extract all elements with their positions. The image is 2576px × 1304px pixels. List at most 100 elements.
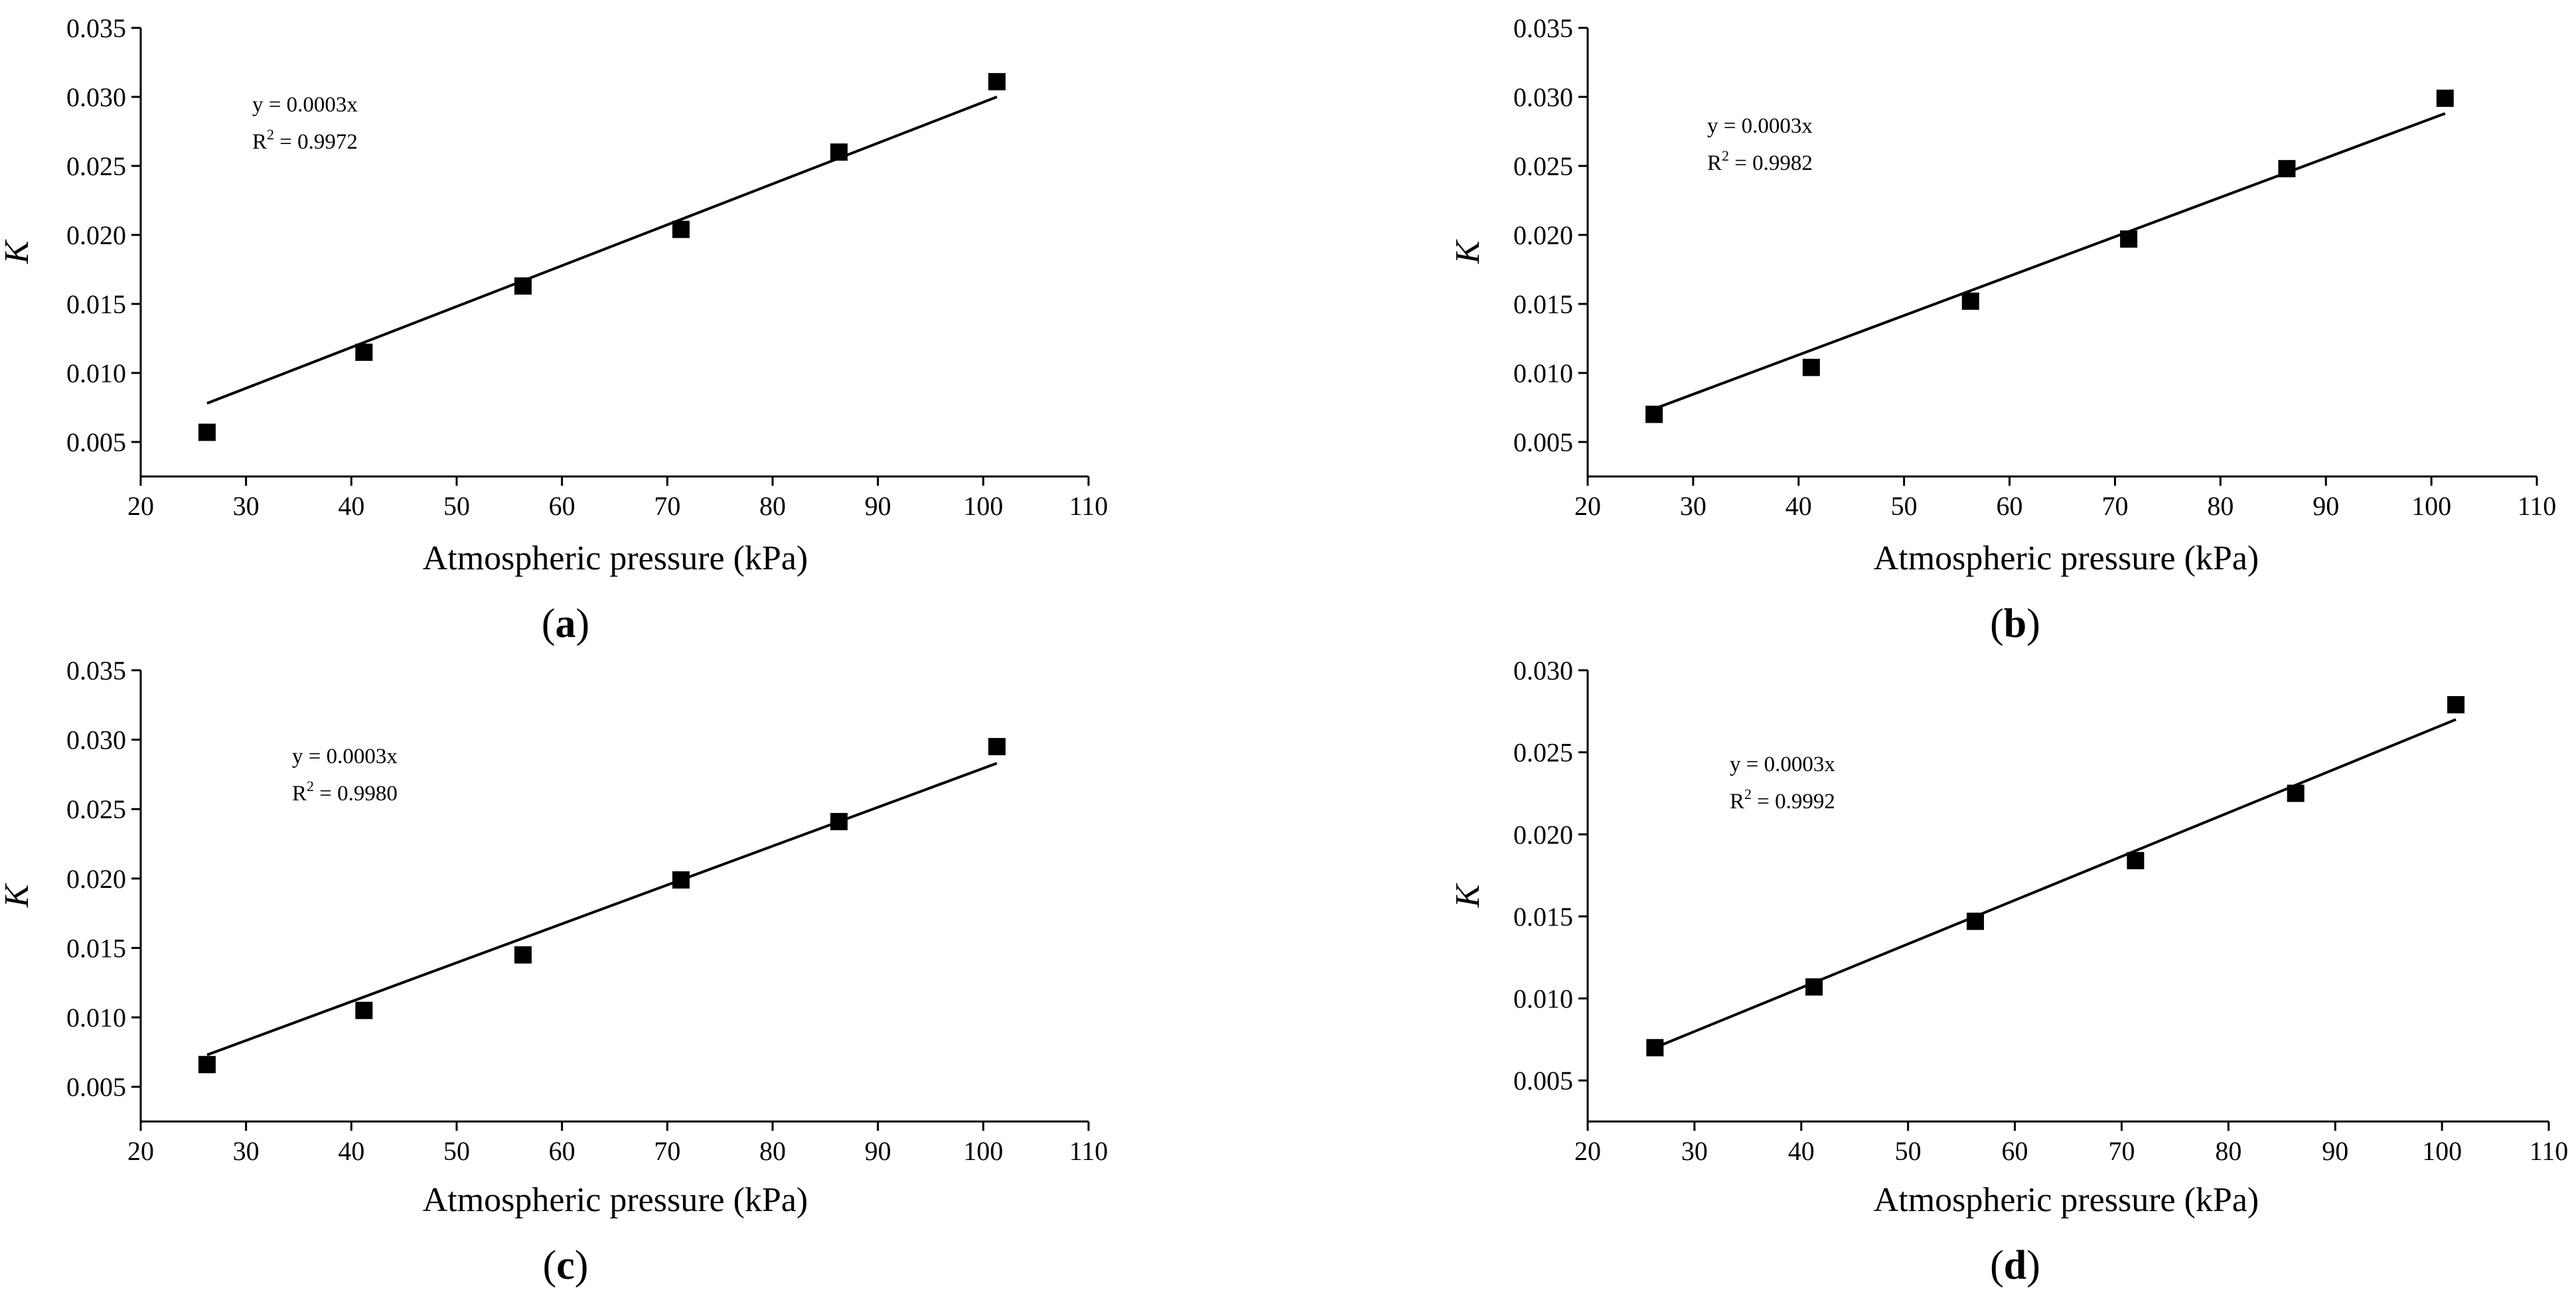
x-tick-label: 50 (443, 1136, 470, 1166)
y-tick-label: 0.020 (1513, 220, 1573, 250)
x-tick-label: 90 (2312, 491, 2339, 521)
data-point (1646, 1039, 1664, 1056)
x-tick-label: 80 (2215, 1136, 2241, 1166)
data-point (514, 277, 532, 295)
x-tick-label: 30 (233, 491, 260, 521)
x-axis-title: Atmospheric pressure (kPa) (1874, 540, 2259, 577)
x-tick-label: 90 (2322, 1136, 2348, 1166)
data-point (2278, 160, 2296, 178)
x-axis-title: Atmospheric pressure (kPa) (423, 1181, 808, 1219)
x-tick-label: 30 (1681, 1136, 1708, 1166)
data-point (988, 738, 1006, 756)
x-tick-label: 100 (963, 491, 1003, 521)
fit-line (206, 762, 998, 1056)
x-tick-label: 20 (127, 1136, 154, 1166)
data-point (2436, 90, 2454, 108)
y-tick-label: 0.025 (1513, 738, 1573, 768)
y-axis-title: K (1449, 883, 1487, 908)
x-tick-label: 110 (2530, 1136, 2569, 1166)
y-tick-label: 0.015 (66, 289, 126, 319)
y-tick-label: 0.005 (1513, 1066, 1573, 1096)
y-tick-label: 0.015 (1513, 289, 1573, 319)
r-squared-superscript: 2 (1722, 147, 1729, 164)
panel-label-open-paren: ( (543, 1243, 557, 1288)
panel-label-open-paren: ( (542, 601, 556, 646)
fit-equation: y = 0.0003x (1730, 753, 1835, 776)
r-squared-value: = 0.9992 (1752, 790, 1835, 814)
fit-equation: y = 0.0003x (1707, 114, 1813, 138)
panel-label-letter: a (556, 601, 576, 646)
y-tick-label: 0.030 (66, 82, 126, 112)
y-tick-label: 0.030 (1513, 82, 1573, 112)
data-point (514, 946, 532, 964)
x-tick-label: 60 (2002, 1136, 2028, 1166)
fit-line (206, 96, 998, 405)
panel-label-letter: b (2004, 601, 2026, 646)
data-point (672, 220, 690, 238)
r-squared-symbol: R (292, 782, 307, 806)
x-tick-label: 60 (549, 491, 575, 521)
x-tick-label: 30 (1680, 491, 1706, 521)
r-squared-value: = 0.9972 (274, 130, 358, 154)
r-squared-label: R2 = 0.9980 (292, 778, 398, 806)
x-tick-label: 100 (2411, 491, 2451, 521)
y-tick-label: 0.025 (1513, 151, 1573, 181)
x-tick-label: 70 (654, 1136, 680, 1166)
x-tick-label: 100 (963, 1136, 1003, 1166)
data-point (355, 1001, 373, 1019)
y-tick-label: 0.015 (1513, 902, 1573, 932)
data-point (988, 73, 1006, 91)
y-tick-label: 0.005 (1513, 427, 1573, 457)
panel-label: (a) (542, 601, 589, 646)
y-tick-label: 0.030 (1513, 656, 1573, 686)
fit-line (1653, 112, 2446, 410)
panel-label-close-paren: ) (576, 601, 590, 646)
y-axis-title: K (0, 239, 36, 264)
y-tick-label: 0.035 (66, 656, 126, 686)
r-squared-superscript: 2 (267, 126, 274, 143)
x-tick-label: 20 (127, 491, 154, 521)
x-tick-label: 20 (1574, 1136, 1601, 1166)
chart-panel-a: 20 30 40 50 60 70 80 90 100 110 0.005 0.010 0.015 0.0… (0, 13, 1108, 646)
x-tick-label: 110 (1069, 491, 1108, 521)
data-point (830, 813, 848, 831)
y-tick-label: 0.035 (1513, 13, 1573, 43)
y-tick-label: 0.005 (66, 1072, 126, 1102)
data-point (2120, 230, 2138, 248)
fit-equation: y = 0.0003x (292, 745, 398, 768)
r-squared-label: R2 = 0.9982 (1707, 147, 1813, 175)
panel-label: (b) (1990, 601, 2040, 646)
x-tick-label: 70 (2108, 1136, 2135, 1166)
chart-panel-b: 20 30 40 50 60 70 80 90 100 110 0.005 0.010 0.015 0.0… (1449, 13, 2556, 646)
r-squared-value: = 0.9982 (1729, 151, 1813, 175)
data-point (1805, 978, 1823, 996)
r-squared-value: = 0.9980 (314, 782, 398, 806)
x-tick-label: 90 (865, 491, 891, 521)
x-tick-label: 60 (1997, 491, 2023, 521)
y-tick-label: 0.010 (1513, 984, 1573, 1014)
x-tick-label: 50 (1895, 1136, 1922, 1166)
x-tick-label: 70 (654, 491, 680, 521)
chart-panel-d: 20 30 40 50 60 70 80 90 100 110 0.005 0.010 0.015 0.0… (1449, 656, 2568, 1288)
y-tick-label: 0.020 (1513, 820, 1573, 849)
panel-label-letter: d (2004, 1243, 2026, 1288)
r-squared-symbol: R (1730, 790, 1744, 814)
data-point (2127, 851, 2145, 869)
x-tick-label: 40 (1785, 491, 1812, 521)
x-tick-label: 80 (759, 491, 786, 521)
data-point (1645, 405, 1663, 423)
y-tick-label: 0.010 (66, 1003, 126, 1033)
x-axis-title: Atmospheric pressure (kPa) (423, 540, 808, 577)
y-tick-label: 0.035 (66, 13, 126, 43)
data-point (672, 871, 690, 889)
panel-label-close-paren: ) (2026, 1243, 2040, 1288)
x-tick-label: 50 (1891, 491, 1918, 521)
data-point (1967, 912, 1985, 930)
y-axis-title: K (1449, 239, 1487, 264)
data-point (830, 143, 848, 161)
x-tick-label: 60 (549, 1136, 575, 1166)
y-tick-label: 0.010 (1513, 358, 1573, 388)
x-axis-title: Atmospheric pressure (kPa) (1874, 1181, 2259, 1219)
x-tick-label: 20 (1574, 491, 1601, 521)
